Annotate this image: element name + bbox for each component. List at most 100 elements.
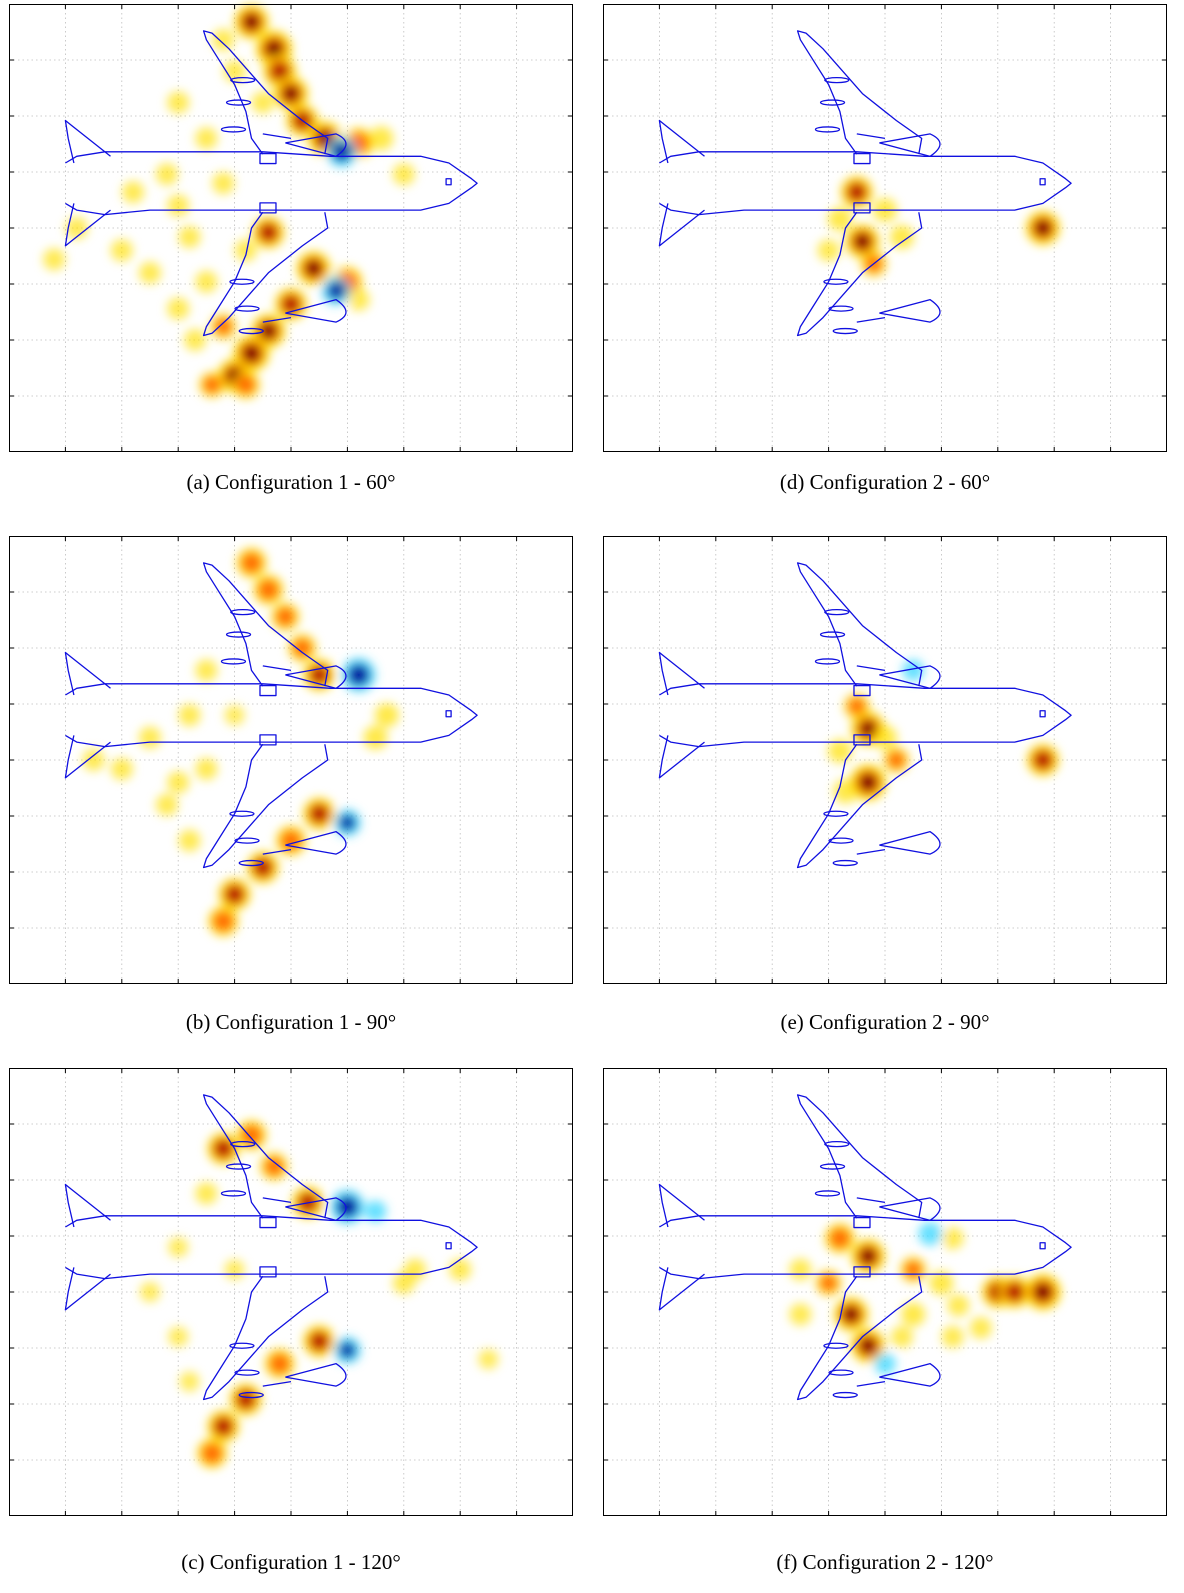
source-point: [110, 239, 133, 262]
caption-d: (d) Configuration 2 - 60°: [779, 470, 991, 494]
tail: [658, 735, 705, 779]
source-point: [168, 1237, 189, 1258]
source-point: [834, 1297, 869, 1332]
source-point: [369, 126, 394, 151]
source-point: [229, 1383, 262, 1416]
flap-fairing: [225, 99, 252, 106]
source-point: [824, 1223, 855, 1254]
aircraft-outline: [658, 562, 1072, 869]
flap-fairing: [824, 1141, 850, 1148]
source-point: [140, 1282, 160, 1302]
source-map: [140, 1120, 499, 1469]
panel-a: [9, 4, 573, 452]
flap-fairing: [220, 126, 247, 133]
source-point: [139, 726, 161, 749]
source-point: [197, 1438, 228, 1469]
panel-c: [9, 1068, 573, 1516]
flap-fairing: [238, 327, 264, 335]
tail: [64, 203, 111, 247]
source-point: [218, 878, 251, 911]
source-map: [43, 4, 415, 399]
source-point: [199, 371, 226, 398]
source-point: [789, 1258, 812, 1281]
flap-fairing: [229, 1342, 255, 1349]
tail: [658, 119, 705, 164]
cockpit-window: [445, 178, 452, 186]
caption-b: (b) Configuration 1 - 90°: [185, 1010, 397, 1034]
heatmap-c: [9, 1068, 573, 1516]
source-point: [167, 194, 190, 217]
axis-ticks: [9, 4, 573, 452]
source-point: [178, 829, 201, 852]
source-point: [845, 224, 880, 259]
flap-fairing: [234, 1369, 260, 1376]
source-point: [110, 757, 133, 780]
landing-gear: [853, 152, 871, 165]
source-point: [271, 602, 300, 631]
source-point: [1025, 211, 1060, 245]
aircraft-outline: [64, 1094, 478, 1401]
source-point: [207, 1410, 240, 1443]
flap-fairing: [823, 278, 849, 285]
negative-source: [334, 809, 361, 837]
source-point: [260, 1152, 289, 1181]
tail: [64, 119, 111, 164]
flap-fairing: [819, 99, 846, 106]
grid: [9, 1068, 573, 1516]
landing-gear: [259, 202, 277, 214]
flap-fairing: [814, 126, 841, 133]
heatmap-e: [603, 536, 1167, 984]
flap-fairing: [819, 631, 846, 638]
flap-fairing: [225, 1163, 252, 1170]
source-point: [167, 771, 190, 794]
source-point: [184, 329, 207, 351]
engine-nacelle: [262, 831, 347, 855]
tail: [658, 1267, 705, 1311]
cockpit-window: [1039, 1242, 1046, 1250]
source-point: [288, 634, 317, 662]
engine-nacelle: [262, 1363, 347, 1387]
source-point: [210, 313, 237, 340]
source-point: [901, 1302, 926, 1327]
flap-fairing: [238, 1391, 264, 1399]
source-point: [122, 181, 145, 204]
heatmap-a: [9, 4, 573, 452]
flap-fairing: [220, 1190, 247, 1197]
source-point: [234, 239, 257, 262]
landing-gear: [259, 1216, 277, 1229]
source-point: [224, 1259, 245, 1280]
source-point: [998, 1276, 1031, 1308]
source-point: [155, 163, 178, 186]
grid: [603, 1068, 1167, 1516]
source-point: [82, 749, 105, 771]
grid: [603, 4, 1167, 452]
source-point: [883, 747, 910, 773]
wing: [202, 1275, 329, 1401]
landing-gear: [853, 684, 871, 697]
landing-gear: [259, 684, 277, 697]
engine-nacelle: [856, 665, 941, 689]
wing: [796, 30, 923, 155]
source-point: [139, 261, 161, 284]
cockpit-window: [1039, 710, 1046, 718]
source-point: [850, 764, 887, 801]
wing: [796, 743, 923, 869]
source-point: [207, 1132, 240, 1165]
source-point: [817, 239, 840, 262]
engine-nacelle: [262, 1197, 347, 1221]
axis-ticks: [603, 4, 1167, 452]
fuselage: [659, 683, 1072, 748]
heatmap-f: [603, 1068, 1167, 1516]
source-point: [212, 172, 235, 195]
source-point: [815, 1270, 842, 1297]
engine-nacelle: [262, 133, 347, 157]
source-point: [363, 725, 388, 750]
heatmap-b: [9, 536, 573, 984]
panel-b: [9, 536, 573, 984]
engine-nacelle: [856, 1363, 941, 1387]
wing: [202, 743, 329, 869]
source-point: [231, 370, 260, 399]
heatmap-d: [603, 4, 1167, 452]
negative-source: [902, 659, 924, 682]
landing-gear: [853, 734, 871, 746]
